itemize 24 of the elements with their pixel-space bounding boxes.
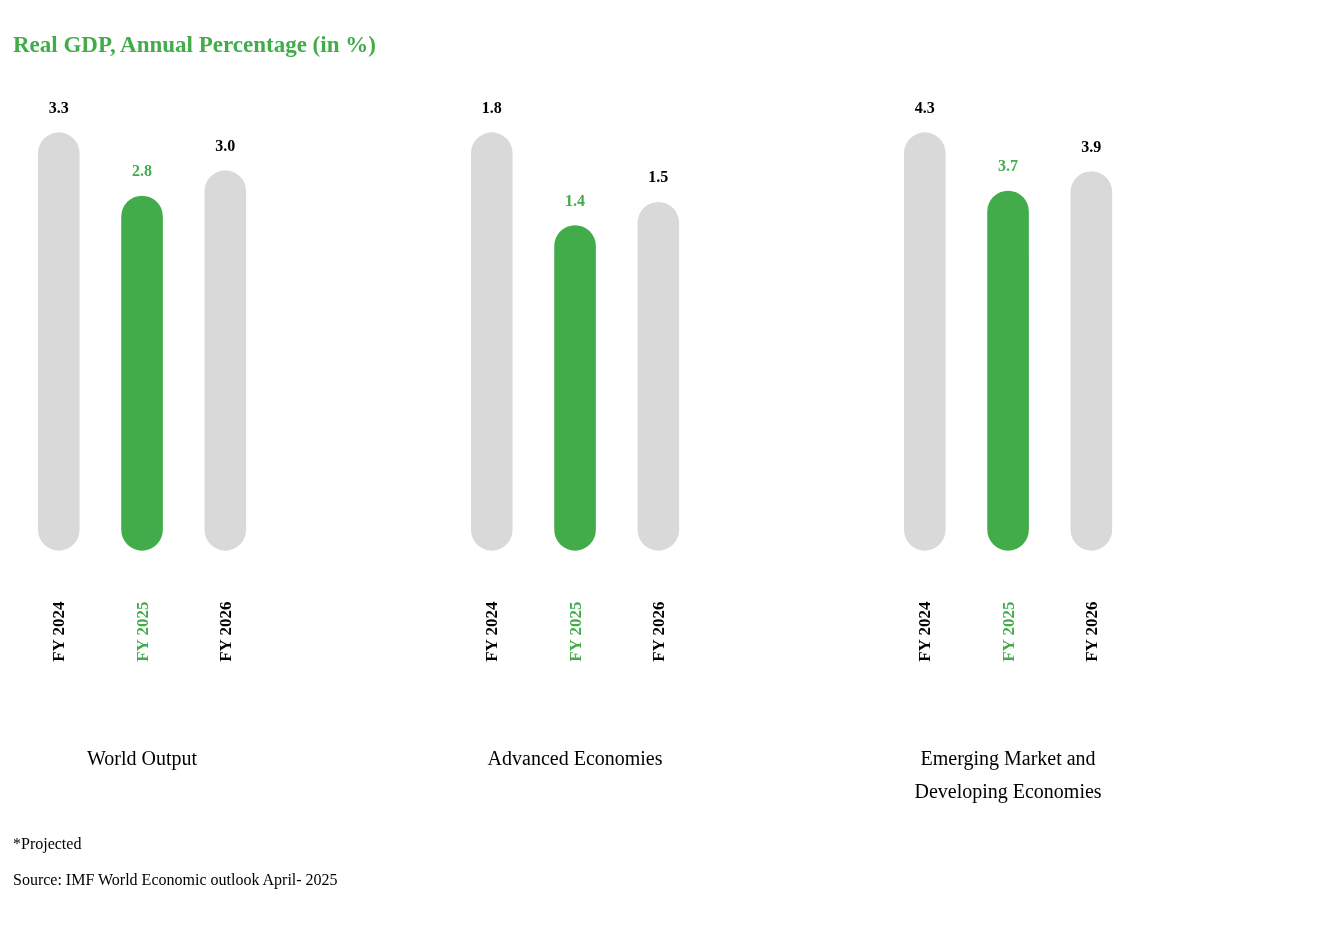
data-label: 4.3 xyxy=(914,98,935,116)
data-label: 3.7 xyxy=(998,157,1019,175)
text: *Projected xyxy=(12,835,82,854)
x-tick-label: FY 2024 xyxy=(49,601,69,662)
data-label: 1.8 xyxy=(481,98,502,116)
data-label: 3.0 xyxy=(215,136,236,154)
data-label: 1.5 xyxy=(648,168,669,186)
x-tick-label: FY 2025 xyxy=(132,601,152,662)
x-tick-label: FY 2026 xyxy=(215,601,235,662)
x-tick-label: FY 2024 xyxy=(915,601,935,662)
data-label: 2.8 xyxy=(132,162,153,180)
x-axis-title: Advanced Economies xyxy=(487,747,663,770)
data-label: 3.3 xyxy=(48,98,69,116)
x-axis-title: World Output xyxy=(87,747,198,771)
data-label: 1.4 xyxy=(565,191,586,209)
x-tick-label: FY 2024 xyxy=(482,601,502,662)
data-label: 3.9 xyxy=(1081,137,1102,155)
x-tick-label: FY 2025 xyxy=(565,601,585,662)
source-note: Source: IMF World Economic outlook April- 2025 xyxy=(12,870,338,889)
x-tick-label: FY 2026 xyxy=(648,601,668,662)
x-axis-title: Emerging Market and Developing Economies xyxy=(914,747,1102,804)
x-tick-label: FY 2026 xyxy=(1081,601,1101,662)
x-tick-label: FY 2025 xyxy=(998,601,1018,662)
chart-title: Real GDP, Annual Percentage (in %) xyxy=(12,31,376,57)
